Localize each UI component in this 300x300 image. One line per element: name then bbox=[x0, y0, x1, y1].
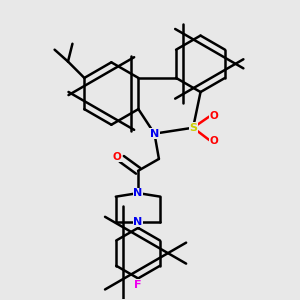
Text: N: N bbox=[134, 217, 143, 227]
Text: S: S bbox=[189, 123, 197, 133]
Text: F: F bbox=[134, 280, 142, 290]
Text: O: O bbox=[209, 111, 218, 121]
Text: O: O bbox=[209, 136, 218, 146]
Text: N: N bbox=[150, 129, 159, 139]
Text: N: N bbox=[134, 188, 143, 198]
Text: O: O bbox=[112, 152, 122, 161]
